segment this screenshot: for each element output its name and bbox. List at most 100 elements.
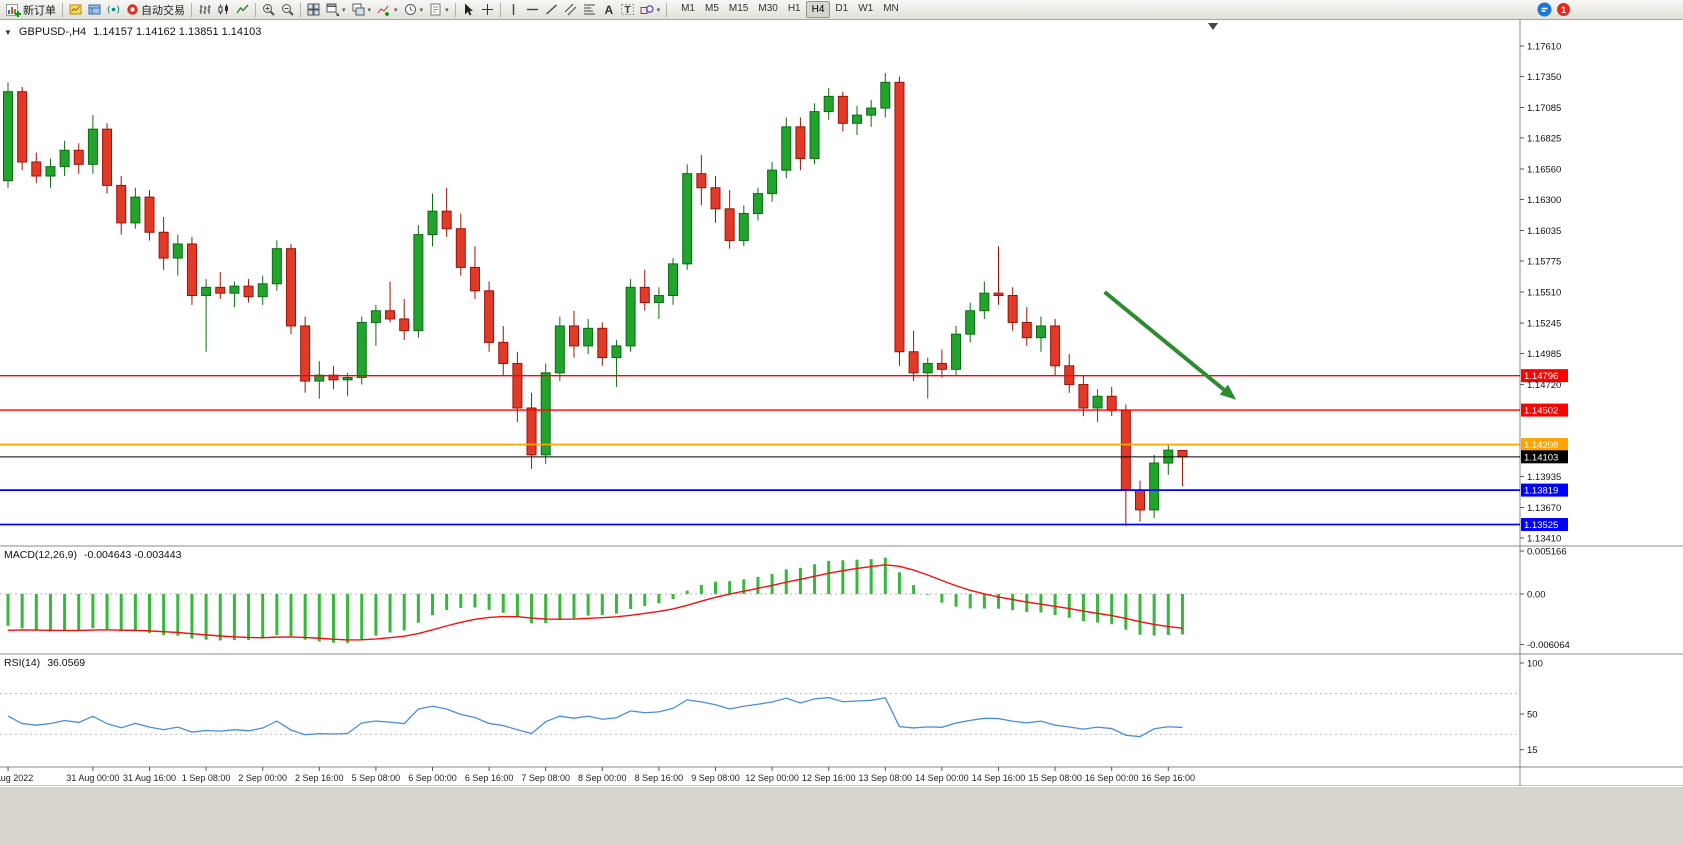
auto-trading-icon [127,4,138,15]
candle-down [243,285,254,298]
bar-chart-mode-button[interactable] [195,1,214,18]
clock-icon [404,4,416,15]
new-order-button[interactable]: 新订单 [3,1,59,18]
candlestick-mode-button[interactable] [214,1,233,18]
svg-text:9 Sep 08:00: 9 Sep 08:00 [691,773,740,783]
trendline-tool-button[interactable] [542,1,561,18]
pane-separators[interactable] [0,20,1683,786]
vertical-line-tool-button[interactable] [504,1,523,18]
candle-up [809,111,820,159]
candle-down [1007,295,1018,323]
candle-down [1135,489,1145,511]
price-level-badge [1521,438,1568,452]
indicators-button[interactable]: ▾ [374,1,401,18]
svg-text:1 Sep 08:00: 1 Sep 08:00 [182,773,231,783]
timeframe-button-mn[interactable]: MN [883,3,899,14]
text-label-tool-button[interactable]: T [618,1,637,18]
one-click-trading-toggle[interactable]: ▼ [4,27,12,37]
candle-up [1092,395,1103,409]
auto-trading-button[interactable]: 自动交易 [123,1,188,18]
fibonacci-tool-button[interactable] [580,1,599,18]
timeframe-button-d1[interactable]: D1 [835,3,849,14]
trend-arrow-annotation[interactable] [1103,290,1237,400]
svg-text:2 Sep 00:00: 2 Sep 00:00 [238,773,287,783]
time-axis[interactable]: 30 Aug 2022 31 Aug 00:00 31 Aug 16:00 1 Sep… [0,767,1195,783]
candle-down [569,325,579,347]
svg-text:1.17085: 1.17085 [1527,103,1561,114]
candle-up [866,107,877,116]
cursor-tool-button[interactable] [459,1,478,18]
candle-down [639,286,650,304]
macd-name: MACD(12,26,9) [4,549,77,561]
candle-up [427,210,438,236]
candle-down [215,286,226,294]
shapes-tool-button[interactable]: ▾ [637,1,664,18]
horizontal-line-tool-button[interactable] [523,1,542,18]
tile-windows-button[interactable] [304,1,323,18]
new-chart-button[interactable] [66,1,85,18]
toolbar: 新订单 自动交易 ▾ ▾ ▾ [0,0,1683,20]
notification-badge[interactable]: 1 [1557,3,1570,16]
candle-up [583,327,594,347]
price-level-badge [1521,483,1568,497]
candle-down [724,208,735,241]
candle-down [1078,384,1089,409]
candle-down [512,362,523,409]
templates-button[interactable]: ▾ [426,1,452,18]
svg-text:1.16035: 1.16035 [1527,226,1561,237]
svg-text:12 Sep 00:00: 12 Sep 00:00 [745,773,799,783]
timeframe-button-m5[interactable]: M5 [705,3,719,14]
candle-down [399,318,410,332]
new-order-icon [6,3,21,17]
candle-up [356,321,367,379]
candle-down [993,292,1004,297]
svg-text:1.15245: 1.15245 [1527,319,1561,330]
timeframe-button-m30[interactable]: M30 [758,3,778,14]
candle-up [668,263,679,297]
candle-up [611,345,622,359]
svg-text:16 Sep 16:00: 16 Sep 16:00 [1142,773,1196,783]
candle-down [286,248,296,327]
price-level-badge [1521,403,1568,417]
candle-down [936,362,947,370]
chart-shift-marker[interactable] [1208,23,1218,30]
text-tool-button[interactable]: A [599,1,618,18]
arrange-windows-button[interactable]: ▾ [323,1,349,18]
line-chart-mode-button[interactable] [233,1,252,18]
periods-button[interactable]: ▾ [401,1,427,18]
candle-up [45,166,56,177]
crosshair-icon [481,4,493,15]
cascade-windows-button[interactable]: ▾ [349,1,375,18]
svg-text:31 Aug 00:00: 31 Aug 00:00 [66,773,119,783]
timeframe-button-m1[interactable]: M1 [681,3,695,14]
zoom-out-button[interactable] [278,1,297,18]
svg-text:1.14502: 1.14502 [1524,406,1558,417]
timeframe-button-m15[interactable]: M15 [728,3,749,14]
timeframe-button-h4[interactable]: H4 [805,1,831,18]
candle-up [625,286,636,347]
dropdown-caret-icon: ▾ [367,6,372,14]
channel-tool-button[interactable] [561,1,580,18]
candle-down [484,290,495,343]
price-axis[interactable]: 1.17610 1.17350 1.17085 1.16825 1.16560 1.163… [1520,42,1570,757]
indicator-reference-lines [0,593,1520,735]
timeframe-button-w1[interactable]: W1 [858,3,874,14]
timeframe-button-h1[interactable]: H1 [787,3,801,14]
text-label-icon: T [620,4,634,16]
market-watch-button[interactable] [104,1,123,18]
candle-up [87,128,98,165]
svg-text:2 Sep 16:00: 2 Sep 16:00 [295,773,344,783]
dropdown-caret-icon: ▾ [419,6,424,14]
svg-text:1.14103: 1.14103 [1524,452,1558,463]
toolbar-right-group: 1 [1537,2,1570,17]
dropdown-caret-icon: ▾ [656,6,661,14]
svg-text:8 Sep 16:00: 8 Sep 16:00 [635,773,684,783]
candle-down [1050,325,1061,367]
crosshair-tool-button[interactable] [478,1,497,18]
profiles-button[interactable] [85,1,104,18]
community-icon[interactable] [1537,2,1552,17]
toolbar-separator [62,2,63,17]
zoom-in-button[interactable] [259,1,278,18]
